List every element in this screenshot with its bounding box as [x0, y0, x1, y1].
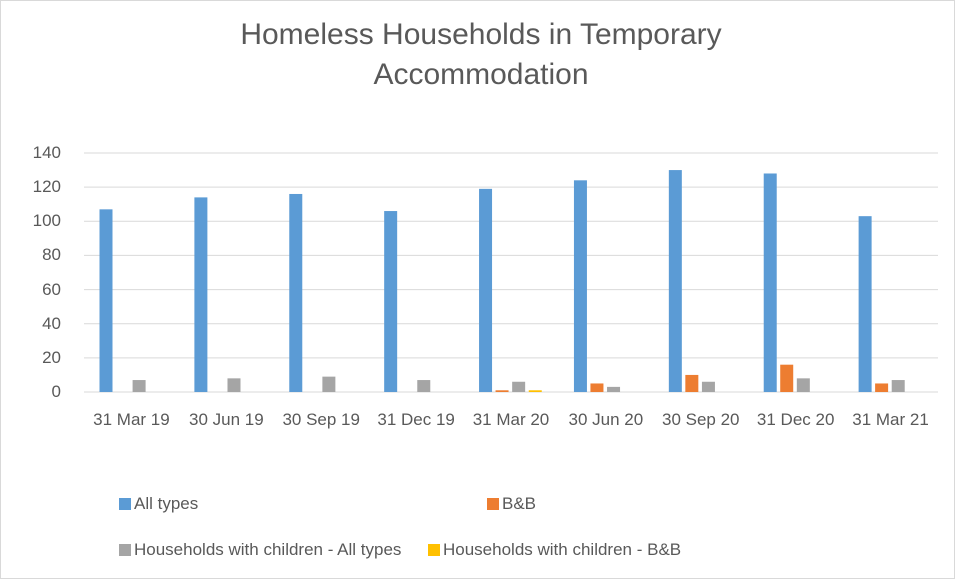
- y-tick-label: 20: [42, 347, 61, 367]
- y-tick-label: 100: [32, 211, 61, 231]
- legend-item: Households with children - B&B: [428, 540, 681, 560]
- bar: [780, 364, 794, 392]
- bar: [763, 173, 777, 392]
- bar: [384, 211, 398, 392]
- bar: [417, 380, 431, 392]
- bar: [132, 380, 146, 392]
- x-tick-label: 31 Mar 21: [852, 410, 929, 429]
- bar: [607, 386, 621, 392]
- x-tick-label: 30 Jun 19: [188, 410, 264, 429]
- bar: [528, 390, 542, 392]
- x-tick-label: 31 Dec 19: [377, 410, 455, 429]
- y-tick-label: 80: [42, 245, 61, 265]
- legend-item: Households with children - All types: [119, 540, 401, 560]
- legend-item: B&B: [487, 494, 536, 514]
- legend-item: All types: [119, 494, 198, 514]
- bar: [194, 197, 208, 392]
- legend-swatch: [487, 498, 499, 510]
- legend-label: Households with children - B&B: [443, 540, 682, 559]
- x-tick-label: 30 Jun 20: [568, 410, 644, 429]
- x-tick-label: 31 Mar 19: [93, 410, 170, 429]
- legend-label: All types: [134, 494, 199, 513]
- legend-swatch: [119, 498, 131, 510]
- bar: [289, 193, 303, 392]
- chart-title: Homeless Households in Temporary Accommo…: [240, 18, 722, 91]
- bar: [512, 381, 526, 392]
- bar: [796, 378, 810, 392]
- bar: [685, 374, 699, 392]
- bar: [322, 376, 336, 392]
- y-tick-label: 120: [32, 177, 61, 197]
- bar: [495, 390, 509, 392]
- y-tick-label: 140: [32, 143, 61, 162]
- bar: [875, 383, 889, 392]
- bar: [99, 209, 113, 392]
- legend-label: Households with children - All types: [134, 540, 402, 559]
- x-tick-label: 30 Sep 19: [282, 410, 360, 429]
- bar: [573, 180, 587, 392]
- y-tick-label: 60: [42, 279, 61, 299]
- legend-swatch: [119, 544, 131, 556]
- bar: [479, 188, 493, 392]
- bar: [590, 383, 604, 392]
- legend-swatch: [428, 544, 440, 556]
- x-tick-label: 30 Sep 20: [662, 410, 740, 429]
- bar: [858, 216, 872, 392]
- bar: [891, 380, 905, 392]
- bar: [701, 381, 715, 392]
- bar: [227, 378, 241, 392]
- legend-label: B&B: [502, 494, 537, 513]
- bar: [668, 170, 682, 392]
- y-tick-label: 40: [42, 313, 61, 333]
- y-tick-label: 0: [51, 382, 61, 401]
- x-tick-label: 31 Dec 20: [756, 410, 835, 429]
- x-tick-label: 31 Mar 20: [472, 410, 550, 429]
